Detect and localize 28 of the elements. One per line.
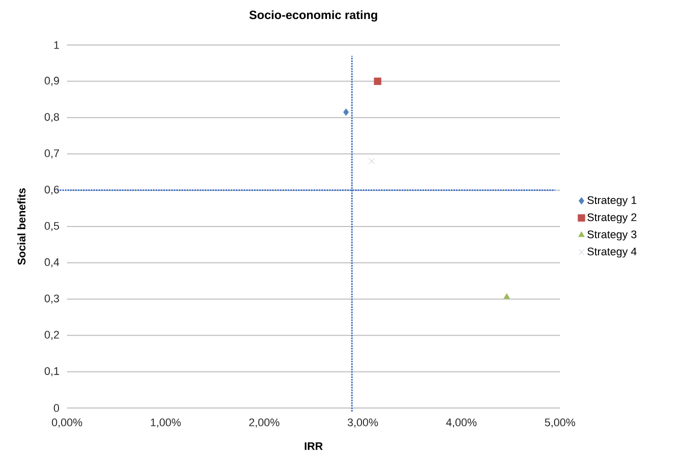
y-tick-label: 0,9 — [44, 76, 59, 86]
legend-label: Strategy 3 — [587, 230, 636, 240]
y-tick-label: 0,8 — [44, 113, 60, 122]
y-tick-label: 0,7 — [44, 149, 59, 158]
y-tick-label: 0 — [54, 404, 60, 412]
chart-title: Socio-economic rating — [249, 10, 378, 22]
y-tick-label: 0,3 — [44, 294, 60, 304]
x-tick-label: 2,00% — [249, 418, 280, 428]
y-tick-label: 0,5 — [44, 222, 60, 232]
x-tick-label: 5,00% — [544, 418, 576, 428]
y-tick-label: 1 — [54, 41, 59, 49]
y-tick-label: 0,4 — [44, 258, 60, 268]
x-tick-label: 0,00% — [52, 418, 82, 428]
x-tick-label: 4,00% — [446, 418, 477, 428]
x-tick-label: 1,00% — [150, 418, 181, 428]
y-tick-label: 0,6 — [44, 186, 60, 195]
legend-label: Strategy 2 — [587, 213, 636, 224]
point — [504, 293, 510, 299]
legend-label: Strategy 1 — [587, 196, 636, 206]
x-axis-title: IRR — [304, 442, 323, 450]
point — [343, 108, 349, 116]
y-axis-title: Social benefits — [17, 188, 26, 265]
y-tick-label: 0,2 — [44, 330, 59, 340]
point — [368, 158, 375, 164]
x-tick-label: 3,00% — [348, 418, 378, 428]
y-tick-label: 0,1 — [44, 367, 59, 376]
point — [374, 78, 382, 85]
legend-label: Strategy 4 — [587, 248, 637, 258]
